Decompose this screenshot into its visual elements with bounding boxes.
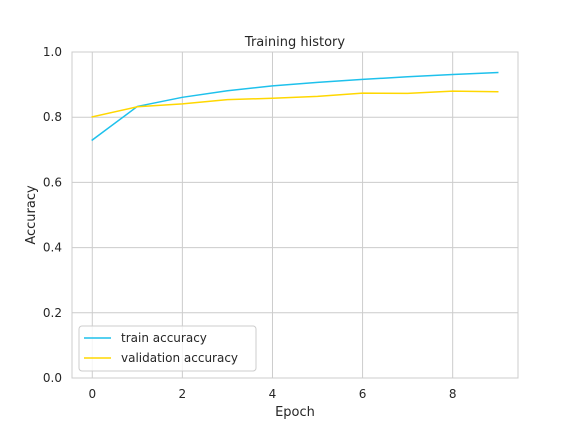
x-axis-label: Epoch bbox=[275, 405, 315, 420]
x-axis-ticks: 0 2 4 6 8 bbox=[88, 387, 456, 401]
y-tick-label: 0.4 bbox=[43, 241, 62, 255]
y-axis-label: Accuracy bbox=[24, 185, 39, 245]
y-tick-label: 0.2 bbox=[43, 306, 62, 320]
legend-label: validation accuracy bbox=[121, 351, 238, 365]
x-tick-label: 8 bbox=[449, 387, 457, 401]
y-tick-label: 0.8 bbox=[43, 110, 62, 124]
x-tick-label: 4 bbox=[269, 387, 277, 401]
chart-title: Training history bbox=[244, 35, 345, 50]
series-line-train-accuracy bbox=[91, 71, 499, 142]
legend: train accuracy validation accuracy bbox=[78, 325, 257, 372]
series-line-validation-accuracy bbox=[91, 90, 499, 118]
legend-box bbox=[78, 325, 257, 372]
y-tick-label: 0.6 bbox=[43, 175, 62, 189]
legend-label: train accuracy bbox=[121, 331, 207, 345]
y-axis-ticks: 0.0 0.2 0.4 0.6 0.8 1.0 bbox=[43, 45, 62, 385]
plot-frame bbox=[71, 51, 519, 379]
y-tick-label: 0.0 bbox=[43, 371, 62, 385]
series-layer bbox=[91, 71, 499, 142]
x-tick-label: 2 bbox=[179, 387, 187, 401]
y-tick-label: 1.0 bbox=[43, 45, 62, 59]
x-tick-label: 6 bbox=[359, 387, 367, 401]
x-tick-label: 0 bbox=[88, 387, 96, 401]
